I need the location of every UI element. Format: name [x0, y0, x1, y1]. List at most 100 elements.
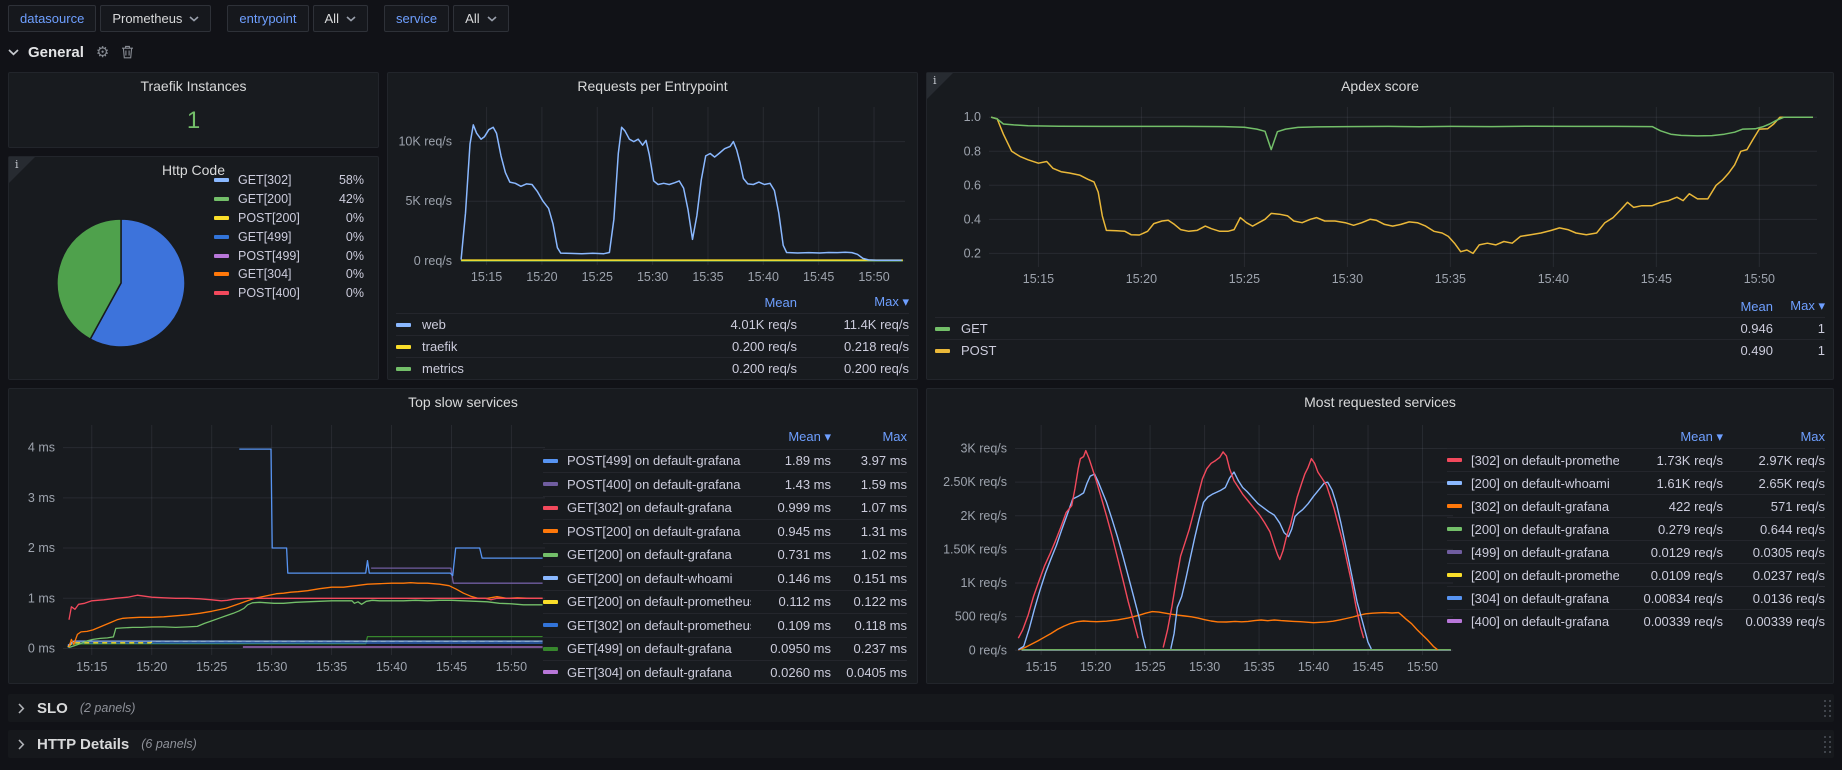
legend-row[interactable]: GET[302] 58%: [214, 171, 364, 190]
gear-icon[interactable]: ⚙: [95, 43, 110, 61]
series-mean: 422 req/s: [1668, 498, 1723, 514]
series-name[interactable]: [302] on default-prometheus: [1471, 452, 1619, 468]
panel-title[interactable]: Http Code: [161, 162, 226, 178]
series-name[interactable]: [200] on default-whoami: [1471, 475, 1610, 491]
panel-info-corner[interactable]: [927, 73, 953, 99]
series-name[interactable]: GET[200]: [238, 192, 292, 207]
legend-row[interactable]: GET[304] on default-grafana 0.0260 ms 0.…: [543, 660, 907, 684]
chevron-down-icon: [189, 15, 199, 22]
series-name[interactable]: traefik: [422, 339, 458, 354]
series-name[interactable]: GET[499]: [238, 229, 292, 244]
legend-sort-mean[interactable]: Mean ▾: [788, 428, 831, 444]
panel-title[interactable]: Most requested services: [1304, 394, 1456, 410]
legend-row[interactable]: GET 0.946 1: [935, 317, 1825, 339]
series-name[interactable]: metrics: [422, 361, 464, 376]
series-name[interactable]: POST[499]: [238, 248, 300, 263]
series-name[interactable]: [302] on default-grafana: [1471, 498, 1610, 514]
legend-row[interactable]: GET[302] on default-grafana 0.999 ms 1.0…: [543, 495, 907, 520]
row-general[interactable]: General ⚙: [8, 40, 134, 64]
legend-sort-max[interactable]: Max: [882, 429, 907, 445]
panel-info-corner[interactable]: [9, 157, 35, 183]
legend-row[interactable]: [200] on default-whoami 1.61K req/s 2.65…: [1447, 471, 1825, 494]
legend-row[interactable]: POST[400] 0%: [214, 284, 364, 303]
legend-row[interactable]: POST[499] on default-grafana 1.89 ms 3.9…: [543, 448, 907, 473]
legend-row[interactable]: GET[499] on default-grafana 0.0950 ms 0.…: [543, 636, 907, 661]
row-slo[interactable]: SLO (2 panels): [8, 694, 1834, 722]
series-name[interactable]: GET[200] on default-whoami: [567, 570, 733, 586]
legend-row[interactable]: [304] on default-grafana 0.00834 req/s 0…: [1447, 586, 1825, 609]
legend-row[interactable]: POST 0.490 1: [935, 339, 1825, 361]
series-name[interactable]: [200] on default-grafana: [1471, 521, 1610, 537]
legend-sort-max[interactable]: Max ▾: [874, 294, 909, 309]
series-name[interactable]: POST[200]: [238, 210, 300, 225]
variable-dropdown[interactable]: All: [453, 5, 509, 32]
panel-title[interactable]: Top slow services: [408, 394, 518, 410]
legend-row[interactable]: GET[200] 42%: [214, 190, 364, 209]
variable-dropdown[interactable]: Prometheus: [100, 5, 212, 32]
series-swatch: [396, 322, 411, 327]
legend-row[interactable]: traefik 0.200 req/s 0.218 req/s: [396, 335, 909, 357]
series-name[interactable]: [499] on default-grafana: [1471, 544, 1610, 560]
series-name[interactable]: POST[200] on default-grafana: [567, 523, 741, 539]
legend-sort-max[interactable]: Max: [1800, 429, 1825, 444]
drag-handle-icon[interactable]: [1824, 736, 1826, 738]
panel-requests-per-entrypoint: Requests per Entrypoint 0 req/s 5K req/s 1…: [387, 72, 918, 380]
series-name[interactable]: GET[302]: [238, 173, 292, 188]
legend-row[interactable]: GET[200] on default-grafana 0.731 ms 1.0…: [543, 542, 907, 567]
series-name[interactable]: GET: [961, 321, 988, 336]
legend-row[interactable]: [302] on default-prometheus 1.73K req/s …: [1447, 448, 1825, 471]
svg-text:15:30: 15:30: [1189, 660, 1220, 674]
series-max: 0.200 req/s: [843, 361, 909, 376]
series-name[interactable]: POST[499] on default-grafana: [567, 453, 741, 469]
series-name[interactable]: [304] on default-grafana: [1471, 590, 1610, 606]
legend-row[interactable]: GET[200] on default-prometheus 0.112 ms …: [543, 589, 907, 614]
drag-handle-icon[interactable]: [1824, 700, 1826, 702]
legend-row[interactable]: GET[304] 0%: [214, 265, 364, 284]
panel-title[interactable]: Apdex score: [1341, 78, 1419, 94]
legend-sort-mean[interactable]: Mean ▾: [1680, 428, 1723, 444]
svg-text:15:25: 15:25: [582, 270, 613, 284]
series-name[interactable]: POST: [961, 343, 997, 358]
series-percent: 0%: [345, 248, 364, 263]
legend-row[interactable]: GET[499] 0%: [214, 227, 364, 246]
legend-row[interactable]: web 4.01K req/s 11.4K req/s: [396, 313, 909, 335]
series-name[interactable]: GET[304] on default-grafana: [567, 664, 732, 680]
row-http-details[interactable]: HTTP Details (6 panels): [8, 730, 1834, 758]
legend-row[interactable]: [400] on default-grafana 0.00339 req/s 0…: [1447, 609, 1825, 632]
series-name[interactable]: GET[302] on default-prometheus: [567, 617, 751, 633]
panel-title[interactable]: Requests per Entrypoint: [577, 78, 728, 94]
series-name[interactable]: POST[400]: [238, 286, 300, 301]
series-name[interactable]: [400] on default-grafana: [1471, 613, 1610, 629]
series-name[interactable]: GET[200] on default-prometheus: [567, 594, 751, 610]
series-name[interactable]: web: [422, 317, 446, 332]
series-name[interactable]: GET[304]: [238, 267, 292, 282]
variable-label[interactable]: service: [383, 5, 450, 32]
legend-row[interactable]: POST[200] on default-grafana 0.945 ms 1.…: [543, 519, 907, 543]
legend-row[interactable]: POST[499] 0%: [214, 246, 364, 265]
panel-most-requested-services: Most requested services 0 req/s 500 req/s…: [926, 388, 1834, 684]
legend-sort-mean[interactable]: Mean: [764, 294, 797, 310]
legend-row[interactable]: GET[302] on default-prometheus 0.109 ms …: [543, 613, 907, 637]
trash-icon[interactable]: [121, 45, 134, 59]
series-swatch: [396, 344, 411, 349]
variable-label[interactable]: datasource: [8, 5, 97, 32]
legend-row[interactable]: [499] on default-grafana 0.0129 req/s 0.…: [1447, 540, 1825, 563]
series-name[interactable]: [200] on default-prometheus: [1471, 567, 1619, 583]
variable-label[interactable]: entrypoint: [227, 5, 309, 32]
legend-sort-mean[interactable]: Mean: [1740, 298, 1773, 314]
series-name[interactable]: GET[200] on default-grafana: [567, 547, 732, 563]
series-mean: 0.490: [1740, 343, 1773, 358]
series-name[interactable]: GET[302] on default-grafana: [567, 500, 732, 516]
legend-sort-max[interactable]: Max ▾: [1790, 298, 1825, 313]
legend-row[interactable]: metrics 0.200 req/s 0.200 req/s: [396, 357, 909, 379]
series-name[interactable]: GET[499] on default-grafana: [567, 641, 732, 657]
variable-dropdown[interactable]: All: [312, 5, 368, 32]
legend-row[interactable]: [302] on default-grafana 422 req/s 571 r…: [1447, 494, 1825, 517]
legend-row[interactable]: [200] on default-prometheus 0.0109 req/s…: [1447, 563, 1825, 586]
legend-row[interactable]: POST[200] 0%: [214, 209, 364, 228]
legend-row[interactable]: [200] on default-grafana 0.279 req/s 0.6…: [1447, 517, 1825, 540]
legend-row[interactable]: GET[200] on default-whoami 0.146 ms 0.15…: [543, 566, 907, 590]
legend-row[interactable]: POST[400] on default-grafana 1.43 ms 1.5…: [543, 472, 907, 496]
series-name[interactable]: POST[400] on default-grafana: [567, 476, 741, 492]
panel-title[interactable]: Traefik Instances: [140, 78, 247, 94]
